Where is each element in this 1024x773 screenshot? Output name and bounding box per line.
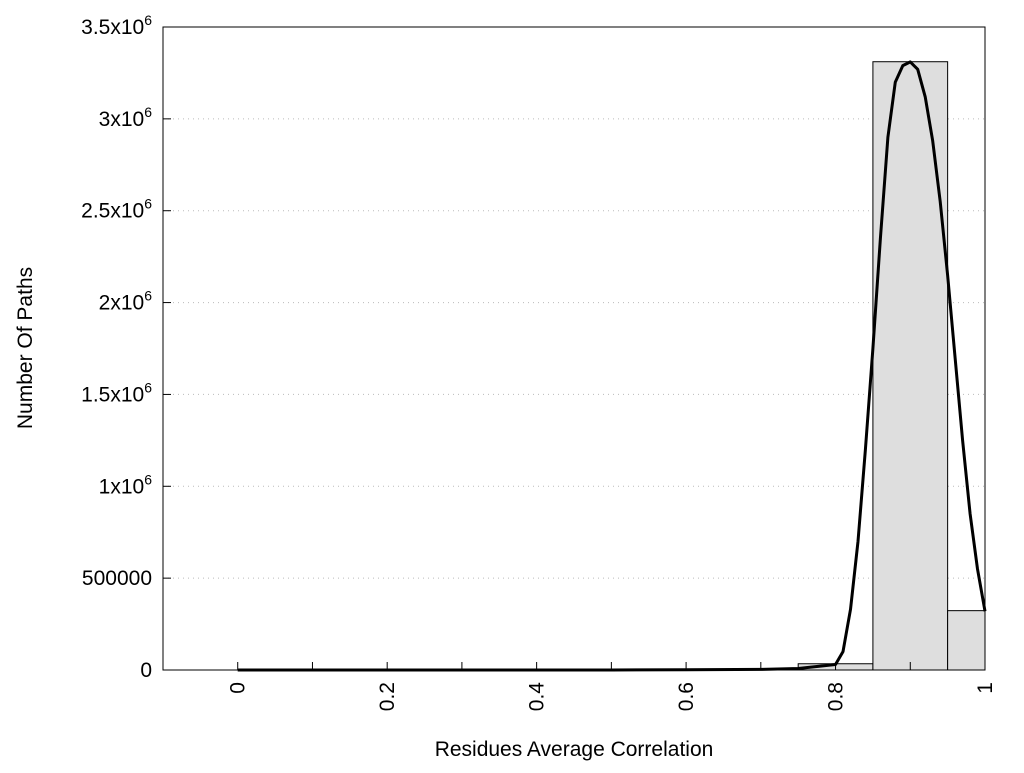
y-tick-label: 1x106 (99, 471, 153, 498)
plot-frame (162, 26, 986, 671)
y-tick-label: 3.5x106 (81, 12, 152, 39)
histogram-bar (872, 61, 949, 671)
x-tick-label: 0.6 (675, 682, 698, 711)
x-tick-label: 0.4 (526, 682, 549, 712)
y-tick-label: 3x106 (99, 104, 153, 131)
x-tick-label: 1 (974, 682, 997, 694)
y-tick-label: 2.5x106 (81, 196, 152, 223)
y-axis-label: Number Of Paths (14, 267, 37, 429)
x-tick-label: 0.2 (376, 682, 399, 711)
y-tick-label: 500000 (82, 567, 152, 590)
y-tick-label: 1.5x106 (81, 379, 152, 406)
x-tick-label: 0 (227, 682, 250, 694)
grid-lines (163, 118, 985, 579)
y-axis-ticks: 0 500000 1x106 1.5x106 2x106 2.5x106 3x106 3.5x… (81, 12, 171, 682)
x-axis-ticks: 0 0.2 0.4 0.6 0.8 1 (227, 662, 997, 711)
y-tick-label: 2x106 (99, 288, 153, 315)
histogram-bar (947, 610, 986, 671)
y-tick-label: 0 (140, 659, 152, 682)
x-axis-label: Residues Average Correlation (435, 738, 714, 761)
x-tick-label: 0.8 (825, 682, 848, 711)
